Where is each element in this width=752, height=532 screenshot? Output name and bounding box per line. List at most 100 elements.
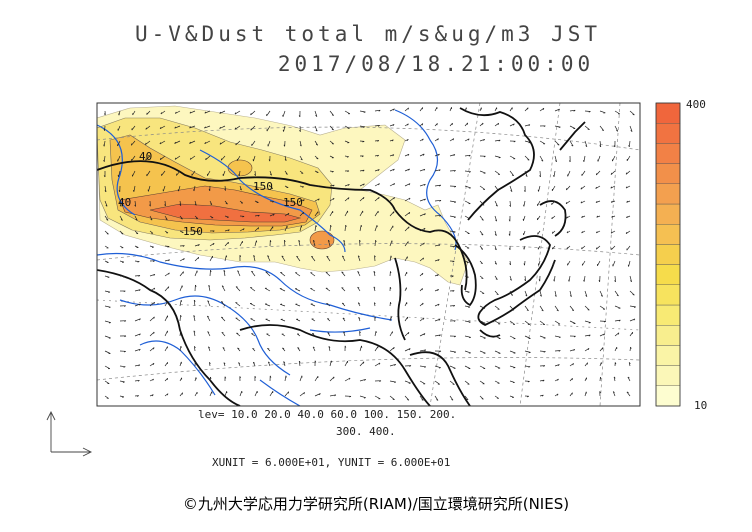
wind-arrow-head (378, 183, 380, 186)
wind-arrow (494, 122, 499, 127)
wind-arrow-head (596, 215, 599, 218)
wind-arrow-head (377, 140, 380, 142)
wind-arrow-head (542, 108, 545, 111)
wind-arrow (464, 365, 471, 369)
wind-arrow (596, 170, 601, 176)
wind-arrow (479, 365, 486, 369)
wind-arrow (104, 230, 109, 235)
wind-arrow-head (451, 275, 454, 278)
wind-arrow-head (348, 377, 351, 380)
wind-arrow-head (423, 333, 426, 336)
wind-arrow-head (359, 331, 361, 333)
wind-arrow (341, 271, 346, 277)
wind-arrow (479, 380, 485, 385)
wind-arrow-head (452, 138, 455, 141)
wind-arrow-head (541, 309, 544, 312)
wind-arrow-head (542, 379, 545, 382)
wind-arrow-head (392, 154, 395, 157)
wind-arrow (134, 303, 141, 307)
wind-arrow (250, 287, 256, 292)
wind-arrow-head (580, 201, 583, 204)
wind-arrow (404, 183, 411, 187)
wind-arrow (119, 380, 125, 383)
wind-arrow (179, 300, 182, 307)
wind-arrow-head (317, 185, 320, 188)
wind-arrow (266, 125, 271, 132)
legend-swatch (655, 345, 681, 366)
dust-plume (97, 105, 469, 286)
wind-arrow-head (298, 360, 301, 363)
wind-arrow-head (298, 239, 301, 242)
unit-info: XUNIT = 6.000E+01, YUNIT = 6.000E+01 (212, 456, 451, 469)
wind-arrow (419, 153, 425, 157)
wind-arrow-head (393, 108, 395, 111)
wind-arrow (204, 125, 211, 129)
wind-arrow-head (124, 335, 127, 338)
wind-arrow-head (424, 366, 427, 368)
wind-arrow (133, 185, 136, 192)
wind-arrow-head (330, 360, 333, 363)
legend-swatch (655, 122, 681, 144)
wind-arrow (359, 125, 365, 128)
contour-levels-line2: 300. 400. (336, 425, 396, 438)
wind-arrow (207, 300, 211, 307)
wind-arrow (524, 365, 531, 368)
wind-arrow-head (283, 144, 286, 147)
wind-arrow-head (610, 172, 612, 175)
wind-arrow (239, 228, 245, 232)
wind-arrow-head (268, 159, 271, 162)
wind-arrow (325, 272, 331, 277)
wind-arrow (326, 256, 331, 262)
wind-arrow (204, 110, 211, 114)
wind-arrow-head (438, 169, 441, 172)
wind-arrow (494, 290, 499, 295)
wind-arrow (344, 183, 350, 187)
wind-arrow (209, 391, 213, 397)
wind-arrow (236, 332, 241, 337)
wind-arrow-head (481, 398, 484, 400)
wind-arrow-head (124, 320, 127, 322)
wind-arrow-head (104, 113, 106, 116)
wind-arrow-head (581, 231, 583, 234)
wind-arrow-head (193, 299, 196, 302)
wind-arrow (359, 240, 361, 247)
wind-arrow (479, 185, 486, 190)
wind-arrow-head (573, 109, 576, 112)
wind-arrow (373, 271, 376, 277)
wind-arrow-head (342, 302, 344, 304)
wind-arrow-head (618, 319, 621, 322)
wind-arrow-head (633, 318, 636, 321)
wind-arrow (343, 331, 346, 337)
contour-label: 40 (139, 150, 152, 163)
wind-arrow-head (269, 173, 272, 176)
wind-arrow-head (438, 153, 440, 156)
wind-arrow-head (406, 139, 409, 142)
wind-arrow-head (408, 212, 411, 215)
wind-arrow (296, 255, 301, 262)
wind-arrow-head (421, 399, 424, 401)
wind-arrow-head (495, 219, 497, 222)
wind-arrow (344, 110, 351, 115)
wind-arrow-head (498, 139, 501, 142)
wind-arrow-head (543, 351, 546, 353)
wind-arrow-head (496, 189, 499, 192)
wind-arrow (251, 140, 256, 146)
wind-arrow (479, 230, 484, 236)
wind-arrow (179, 315, 181, 322)
wind-arrow-head (344, 345, 347, 348)
wind-arrow (625, 170, 631, 175)
wind-arrow-head (555, 160, 557, 163)
wind-arrow (524, 335, 531, 339)
wind-arrow-head (599, 145, 602, 148)
wind-arrow (584, 348, 590, 352)
wind-arrow (236, 155, 241, 161)
wind-arrow (341, 287, 346, 292)
wind-arrow (611, 245, 616, 250)
wind-arrow-head (120, 219, 123, 221)
contour-label: 150 (283, 196, 303, 209)
wind-arrow (357, 287, 361, 292)
wind-arrow (629, 275, 632, 282)
wind-arrow-head (333, 376, 335, 379)
wind-arrow (551, 200, 556, 205)
wind-arrow (194, 256, 199, 262)
